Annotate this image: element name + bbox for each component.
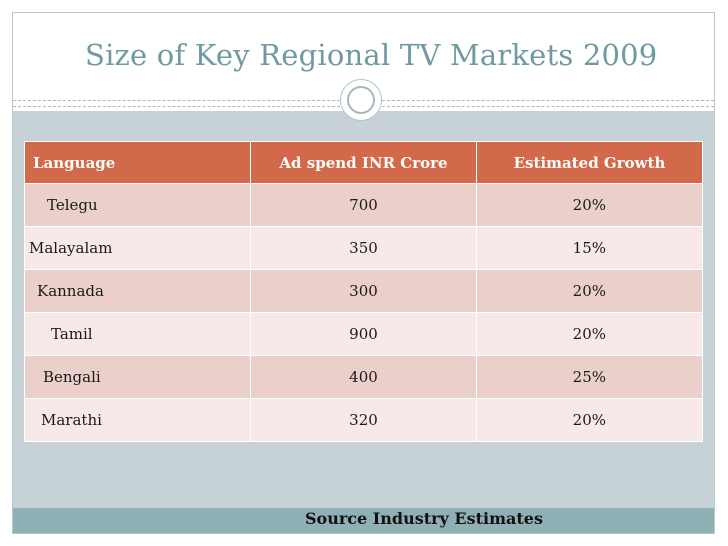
cell-ad-spend: 320 <box>250 398 477 442</box>
header-growth: Estimated Growth <box>476 141 703 184</box>
cell-language: Marathi <box>24 398 251 442</box>
markets-table: Language Ad spend INR Crore Estimated Gr… <box>24 141 703 442</box>
table-row: Telegu 700 20% <box>24 183 703 227</box>
cell-language: Telegu <box>24 183 251 227</box>
table-row: Malayalam 350 15% <box>24 226 703 270</box>
cell-ad-spend: 300 <box>250 269 477 313</box>
cell-ad-spend: 350 <box>250 226 477 270</box>
decorative-circle-icon <box>340 79 382 121</box>
source-note: Source Industry Estimates <box>305 509 543 528</box>
cell-growth: 20% <box>476 398 703 442</box>
slide-frame <box>12 12 715 534</box>
table-row: Bengali 400 25% <box>24 355 703 399</box>
cell-growth: 20% <box>476 312 703 356</box>
cell-ad-spend: 700 <box>250 183 477 227</box>
cell-ad-spend: 400 <box>250 355 477 399</box>
header-language: Language <box>24 141 251 184</box>
slide-title: Size of Key Regional TV Markets 2009 <box>85 38 658 72</box>
cell-growth: 20% <box>476 269 703 313</box>
cell-growth: 20% <box>476 183 703 227</box>
cell-language: Bengali <box>24 355 251 399</box>
footer-strip <box>13 508 714 533</box>
cell-language: Kannada <box>24 269 251 313</box>
table-header-row: Language Ad spend INR Crore Estimated Gr… <box>24 141 703 184</box>
header-ad-spend: Ad spend INR Crore <box>250 141 477 184</box>
cell-growth: 25% <box>476 355 703 399</box>
cell-ad-spend: 900 <box>250 312 477 356</box>
cell-language: Tamil <box>24 312 251 356</box>
table-row: Marathi 320 20% <box>24 398 703 442</box>
cell-growth: 15% <box>476 226 703 270</box>
table-row: Kannada 300 20% <box>24 269 703 313</box>
table-row: Tamil 900 20% <box>24 312 703 356</box>
cell-language: Malayalam <box>24 226 251 270</box>
